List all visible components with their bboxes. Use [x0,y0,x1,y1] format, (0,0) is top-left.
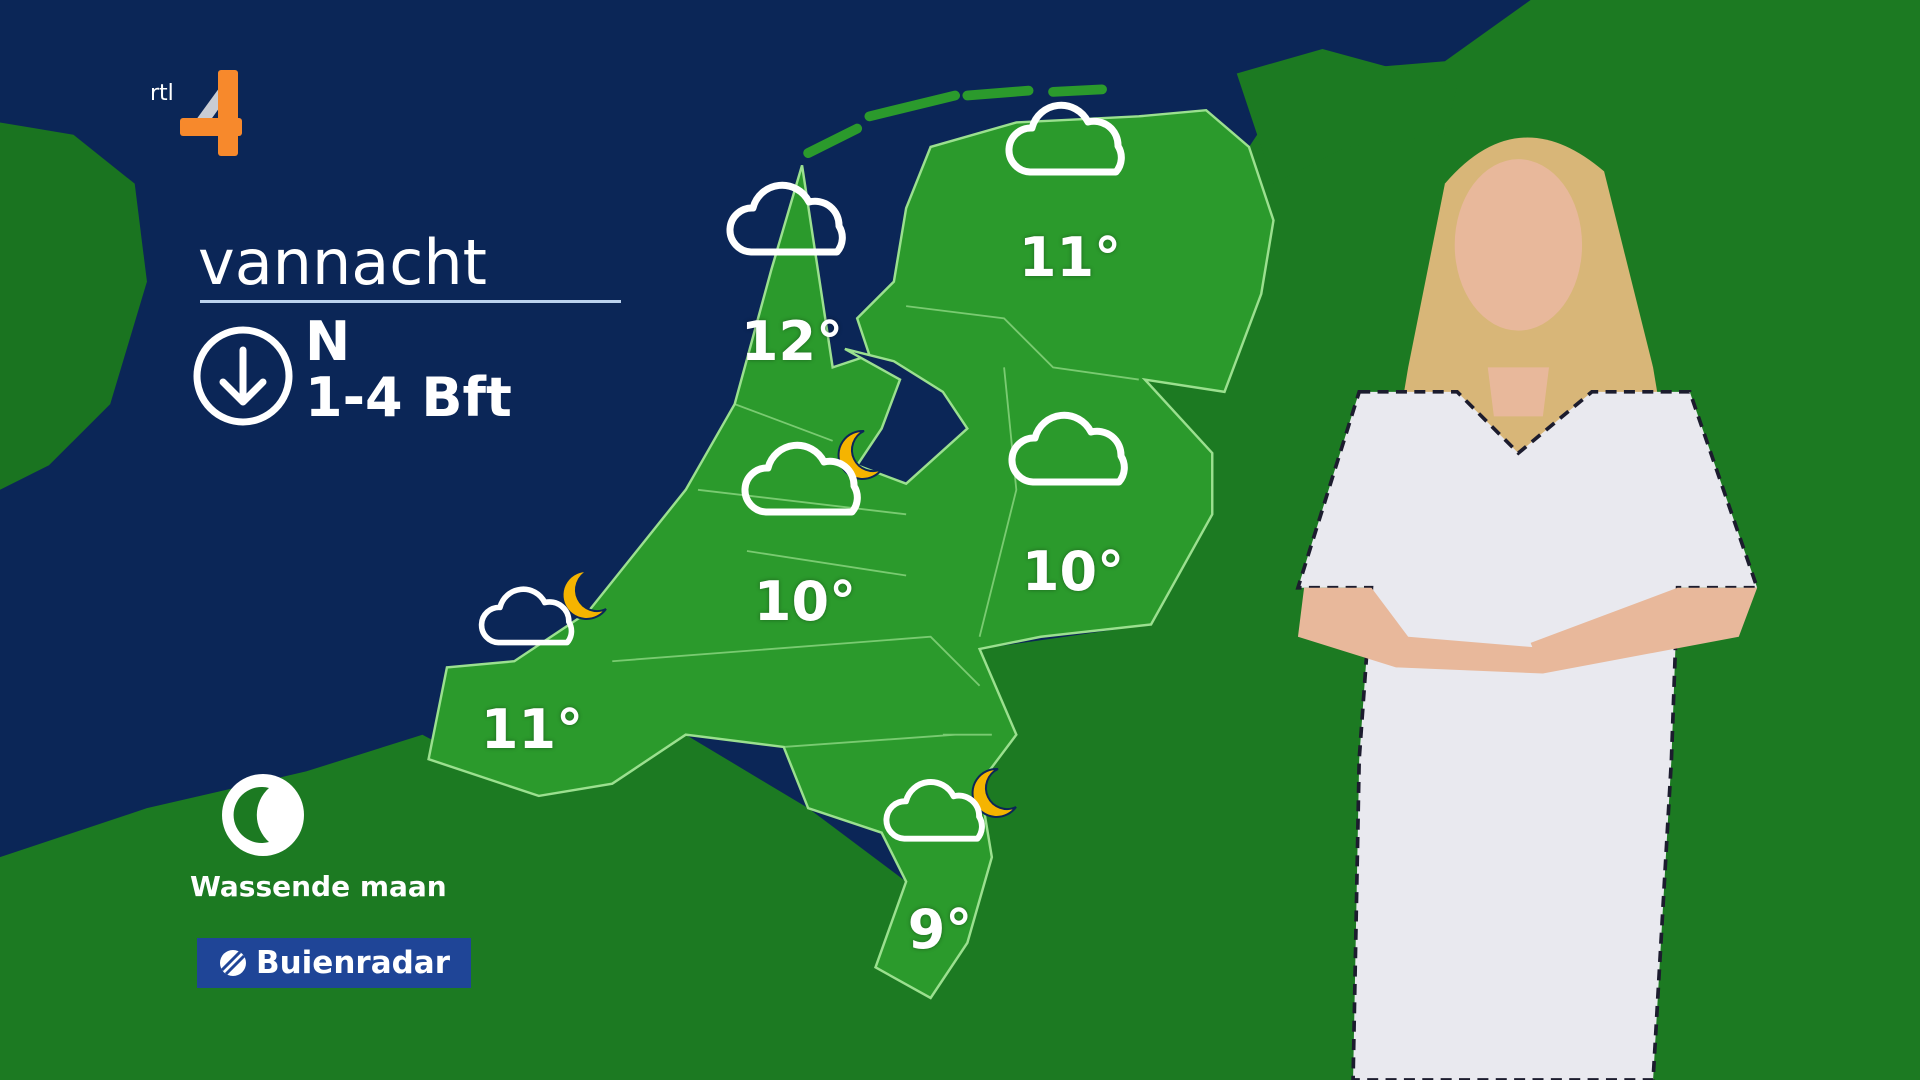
temperature-limburg: 9° [907,898,973,961]
presenter [1295,137,1760,1080]
wadden-islands [803,84,1107,158]
netherlands-land [427,108,1275,1000]
ijsselmeer [844,347,969,486]
divider [200,300,621,303]
wind-direction: N [305,310,351,373]
wind-force: 1-4 Bft [305,366,512,429]
waxing-moon-icon [222,774,304,856]
temperature-midden: 10° [753,570,857,633]
moon-phase-label: Wassende maan [190,870,447,903]
temperature-oost: 10° [1021,540,1125,603]
rtl4-logo: rtl [150,70,242,156]
temperature-zeeland: 11° [480,698,584,761]
germany-coast [1236,48,1458,184]
arrow-down-circle-icon [193,326,293,426]
temperature-noord-holland: 12° [740,310,844,373]
period-title: vannacht [198,226,487,299]
buienradar-label: Buienradar [255,945,451,981]
temperature-friesland-groningen: 11° [1018,226,1122,289]
province-borders [612,305,1139,748]
svg-text:rtl: rtl [150,81,174,106]
england-land [0,122,147,490]
buienradar-logo: Buienradar [197,938,471,988]
buienradar-icon [219,950,246,976]
